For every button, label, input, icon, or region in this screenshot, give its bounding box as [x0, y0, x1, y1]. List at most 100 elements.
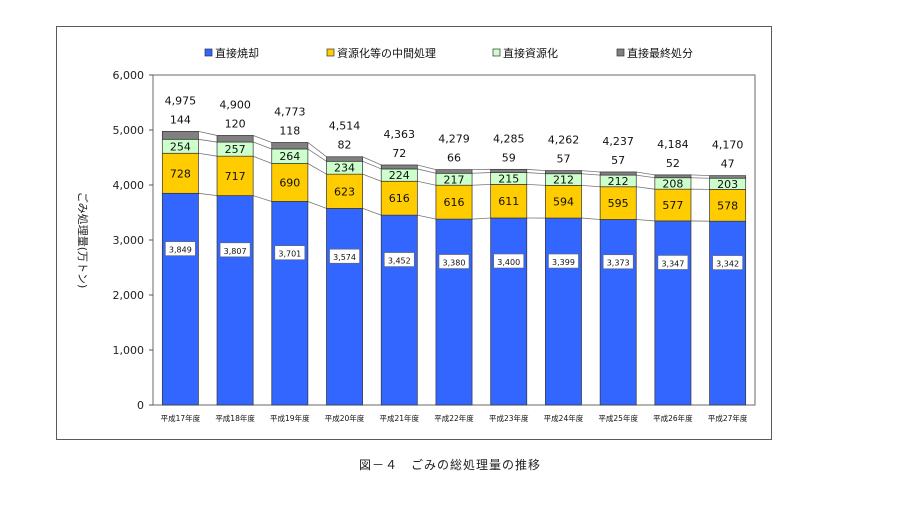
total-label: 4,237: [602, 135, 634, 148]
y-tick-label: 1,000: [113, 344, 145, 357]
data-label: 217: [444, 173, 465, 186]
series-connector-line: [253, 141, 272, 150]
bar-segment: [490, 184, 528, 219]
data-label: 3,347: [661, 259, 684, 268]
series-connector-line: [472, 217, 491, 220]
data-label: 264: [279, 150, 300, 163]
series-connector-line: [198, 138, 218, 143]
data-label-box: [493, 253, 525, 269]
series-connector-line: [526, 183, 546, 186]
series-connector-line: [636, 171, 655, 176]
data-label: 52: [666, 157, 680, 170]
legend-swatch: [326, 48, 335, 57]
data-label: 3,849: [169, 246, 192, 255]
series-connector-line: [253, 135, 272, 143]
x-tick-label: 平成18年度: [215, 413, 255, 423]
bar-segment: [271, 163, 309, 202]
total-label: 4,262: [548, 134, 580, 147]
stacked-bar-chart: 0 1,000 2,000 3,000 4,000 5,000 6,000 ごみ処理量(万トン…: [76, 46, 756, 423]
series-connector-line: [198, 192, 218, 197]
total-label: 4,363: [384, 128, 416, 141]
series-connector-line: [307, 142, 327, 158]
x-tick-label: 平成25年度: [598, 413, 638, 423]
series-connector-line: [198, 130, 218, 136]
series-connector-line: [307, 163, 327, 175]
series-connector-line: [636, 174, 655, 179]
bar-segment: [161, 131, 199, 140]
x-tick-label: 平成24年度: [544, 413, 584, 423]
data-label: 3,399: [552, 258, 575, 267]
data-label: 257: [225, 143, 246, 156]
data-label-box: [329, 248, 360, 264]
bar-segment: [326, 156, 363, 162]
data-label: 47: [721, 158, 735, 171]
y-tick-label: 3,000: [113, 234, 145, 247]
data-label: 59: [502, 151, 516, 164]
data-label-box: [548, 253, 579, 269]
series-connector-line: [581, 184, 601, 188]
legend-label: 直接最終処分: [627, 46, 693, 60]
bar-segment: [216, 195, 254, 406]
data-label: 203: [717, 178, 738, 191]
data-label: 208: [662, 177, 683, 190]
bar-segment: [216, 135, 254, 143]
x-tick-label: 平成22年度: [434, 413, 474, 423]
bar-segment: [654, 174, 692, 179]
bar-segment: [654, 220, 692, 406]
figure-caption: 図－４ ごみの総処理量の推移: [358, 458, 541, 472]
series-connector-line: [362, 160, 382, 170]
y-tick-label: 2,000: [113, 289, 145, 302]
series-connector-line: [362, 173, 382, 182]
legend-label: 直接資源化: [503, 46, 558, 60]
series-connector-line: [636, 219, 655, 222]
total-label: 4,184: [657, 138, 689, 151]
data-label: 118: [279, 124, 300, 137]
data-label: 215: [498, 172, 519, 185]
y-tick-label: 0: [137, 399, 144, 412]
data-label: 728: [170, 167, 191, 180]
bar-segment: [599, 186, 637, 220]
bar-segment: [709, 175, 747, 179]
bar-segment: [599, 171, 637, 176]
data-label: 224: [389, 169, 410, 182]
bar-segment: [161, 152, 199, 194]
data-label: 3,342: [716, 260, 739, 269]
bar-segment: [326, 208, 363, 406]
data-label: 3,807: [224, 247, 247, 256]
series-connector-line: [307, 201, 327, 209]
series-connector-line: [690, 174, 710, 177]
y-tick-label: 6,000: [113, 69, 145, 82]
x-tick-label: 平成20年度: [325, 413, 365, 423]
bar-segment: [380, 164, 418, 170]
data-label-box: [383, 252, 415, 267]
series-connector-line: [581, 170, 601, 173]
data-label: 212: [608, 175, 629, 188]
data-label-box: [602, 254, 634, 270]
data-label: 3,400: [497, 258, 520, 267]
data-label: 3,373: [607, 259, 630, 268]
chart-frame: 0 1,000 2,000 3,000 4,000 5,000 6,000 ごみ処理量(万トン…: [56, 26, 772, 440]
x-tick-label: 平成26年度: [653, 413, 693, 423]
total-label: 4,285: [493, 132, 525, 145]
bar-segment: [709, 220, 747, 406]
x-tick-label: 平成21年度: [379, 413, 419, 423]
series-connector-line: [472, 183, 491, 186]
bar-segment: [545, 217, 582, 406]
total-label: 4,514: [329, 120, 361, 133]
series-connector-line: [526, 172, 546, 175]
data-label: 234: [334, 162, 355, 175]
data-label: 611: [498, 195, 519, 208]
bar-segment: [435, 218, 473, 406]
data-label: 254: [170, 140, 191, 153]
total-label: 4,773: [274, 105, 306, 118]
series-connector-line: [417, 168, 437, 174]
x-tick-label: 平成17年度: [161, 413, 201, 423]
data-label: 3,452: [388, 257, 411, 266]
data-label-box: [219, 242, 251, 258]
data-label: 3,701: [278, 250, 301, 259]
total-label: 4,170: [712, 139, 744, 152]
data-label: 57: [611, 154, 625, 167]
data-label: 578: [717, 199, 738, 212]
data-label: 120: [225, 118, 246, 131]
data-label-box: [274, 245, 306, 261]
